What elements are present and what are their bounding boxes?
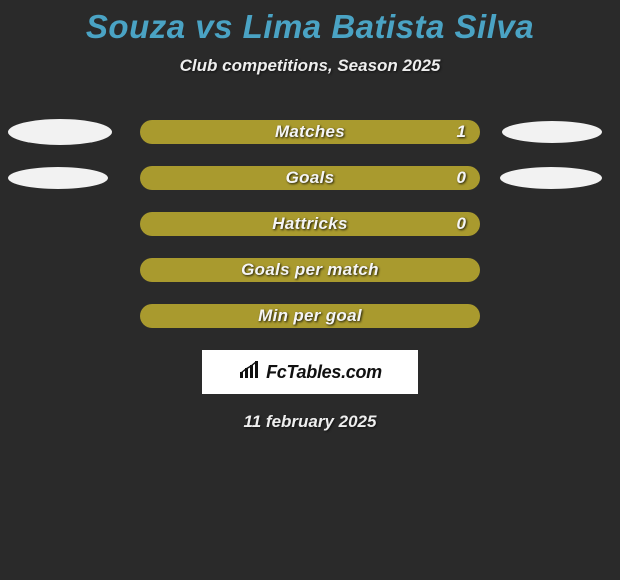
stat-rows: Matches 1 Goals 0 Hattricks 0 Goals per match M… xyxy=(0,120,620,328)
player-left-marker xyxy=(8,167,108,189)
stat-bar: Hattricks 0 xyxy=(140,212,480,236)
stat-label: Min per goal xyxy=(258,306,362,326)
stat-row: Hattricks 0 xyxy=(0,212,620,236)
player-left-marker xyxy=(8,119,112,145)
stat-value: 0 xyxy=(457,168,466,188)
stat-row: Goals per match xyxy=(0,258,620,282)
stat-value: 0 xyxy=(457,214,466,234)
stat-value: 1 xyxy=(457,122,466,142)
stat-row: Matches 1 xyxy=(0,120,620,144)
stat-label: Hattricks xyxy=(272,214,347,234)
stat-label: Goals per match xyxy=(241,260,379,280)
stat-row: Min per goal xyxy=(0,304,620,328)
player-right-marker xyxy=(502,121,602,143)
logo-text: FcTables.com xyxy=(266,362,382,383)
stat-bar: Goals per match xyxy=(140,258,480,282)
page-title: Souza vs Lima Batista Silva xyxy=(0,0,620,46)
player-right-marker xyxy=(500,167,602,189)
stat-bar: Matches 1 xyxy=(140,120,480,144)
stat-label: Goals xyxy=(286,168,335,188)
footer-date: 11 february 2025 xyxy=(0,412,620,432)
stat-label: Matches xyxy=(275,122,345,142)
stat-row: Goals 0 xyxy=(0,166,620,190)
stat-bar: Min per goal xyxy=(140,304,480,328)
stat-bar: Goals 0 xyxy=(140,166,480,190)
logo-box: FcTables.com xyxy=(202,350,418,394)
page-subtitle: Club competitions, Season 2025 xyxy=(0,56,620,76)
barchart-icon xyxy=(238,360,262,385)
